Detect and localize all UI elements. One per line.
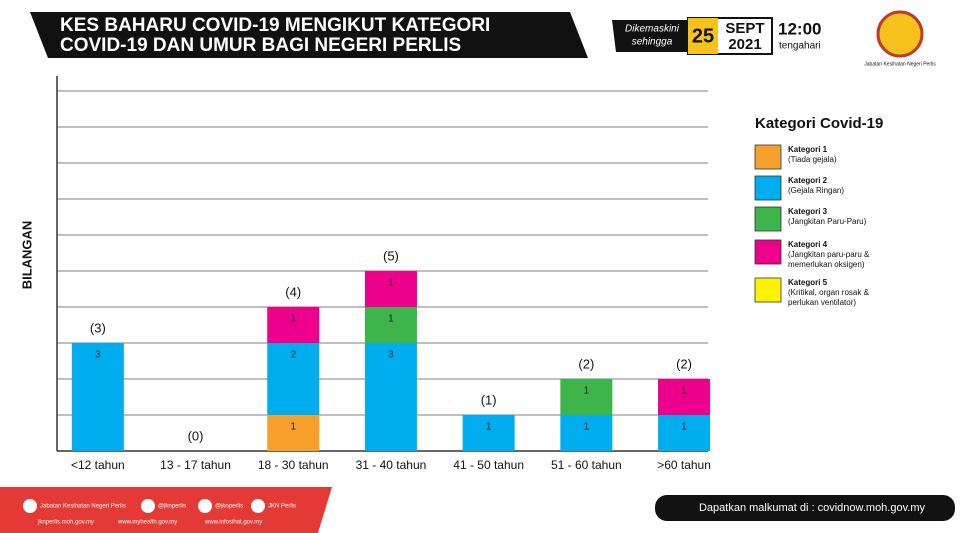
title: KES BAHARU COVID-19 MENGIKUT KATEGORI — [60, 15, 490, 36]
legend-name: Kategori 4 — [788, 240, 828, 249]
segment-label: 3 — [388, 350, 394, 361]
site: jknperlis.moh.gov.my — [37, 520, 94, 526]
legend-description: (Tiada gejala) — [788, 155, 837, 164]
social: JKN Perlis — [268, 504, 296, 510]
legend-swatch — [754, 239, 782, 265]
segment-label: 1 — [681, 422, 687, 433]
icon-instagram — [198, 499, 212, 513]
legend-name: Kategori 5 — [788, 278, 828, 287]
total-label: (2) — [676, 356, 692, 371]
segment-label: 2 — [290, 350, 296, 361]
legend-title: Kategori Covid-19 — [755, 115, 883, 132]
x-tick-label: 31 - 40 tahun — [356, 458, 427, 472]
logo — [876, 10, 924, 58]
segment-label: 1 — [486, 422, 492, 433]
x-tick-label: 13 - 17 tahun — [160, 458, 231, 472]
bar-segment — [364, 307, 417, 343]
source: Dapatkan malkumat di : covidnow.moh.gov.… — [699, 502, 926, 514]
plot: 3 (3) <12 tahun (0) 13 - 17 tahun 1 2 1 (4) 18 - … — [57, 90, 870, 472]
updated: Dikemaskini — [625, 24, 680, 35]
logo-text: Jabatan Kesihatan Negeri Perlis — [864, 61, 936, 67]
legend-description: (Jangkitan Paru-Paru) — [788, 217, 867, 226]
segment-label: 1 — [584, 422, 590, 433]
total-label: (3) — [90, 320, 106, 335]
legend-swatch — [754, 206, 782, 232]
bar-segment — [267, 307, 320, 343]
social: @jknperlis — [158, 504, 186, 510]
icon-twitter — [141, 499, 155, 513]
segment-label: 1 — [388, 278, 394, 289]
x-tick-label: 41 - 50 tahun — [453, 458, 524, 472]
calendar-day-bg — [688, 18, 718, 54]
legend-swatch — [754, 175, 782, 201]
time: 12:00 — [778, 19, 821, 38]
segment-label: 1 — [584, 386, 590, 397]
segment-label: 1 — [681, 386, 687, 397]
bar-segment — [71, 343, 124, 451]
bar-segment — [364, 271, 417, 307]
social: @jknperlis — [215, 504, 243, 510]
total-label: (5) — [383, 248, 399, 263]
bar-segment — [462, 415, 515, 451]
title: COVID-19 DAN UMUR BAGI NEGERI PERLIS — [60, 35, 461, 56]
time-note: tengahari — [779, 41, 821, 52]
legend-description-line: (Kritikal, organ rosak & — [788, 288, 870, 297]
bar-segment — [267, 343, 320, 415]
date-box — [612, 20, 690, 52]
total-label: (0) — [188, 428, 204, 443]
total-label: (1) — [481, 392, 497, 407]
legend-description: (Gejala Ringan) — [788, 186, 844, 195]
legend-description: (Jangkitan paru-paru & memerlukan oksigen… — [788, 250, 870, 269]
bar-segment — [364, 343, 417, 451]
title-box — [30, 12, 588, 58]
segment-label: 1 — [388, 314, 394, 325]
footer-bar — [0, 487, 332, 533]
bar-segment — [560, 379, 613, 415]
legend-description: (Kritikal, organ rosak & perlukan ventila… — [788, 288, 870, 307]
source-box — [655, 495, 955, 521]
month: SEPT — [725, 20, 764, 37]
segment-label: 3 — [95, 350, 101, 361]
legend-description-line: perlukan ventilator) — [788, 298, 856, 307]
year: 2021 — [728, 36, 761, 53]
bar-segment — [267, 415, 320, 451]
x-tick-label: <12 tahun — [71, 458, 125, 472]
legend-swatch — [754, 144, 782, 170]
legend-name: Kategori 3 — [788, 207, 828, 216]
bar-segment — [658, 379, 711, 415]
bar-segment — [560, 415, 613, 451]
total-label: (4) — [285, 284, 301, 299]
day: 25 — [692, 25, 714, 47]
icon-facebook — [23, 499, 37, 513]
legend-name: Kategori 1 — [788, 145, 828, 154]
x-tick-label: 51 - 60 tahun — [551, 458, 622, 472]
site: www.infosihat.gov.my — [204, 520, 262, 526]
segment-label: 1 — [290, 422, 296, 433]
bar-segment — [658, 415, 711, 451]
site: www.myhealth.gov.my — [117, 520, 177, 526]
legend-description-line: (Jangkitan paru-paru & — [788, 250, 870, 259]
total-label: (2) — [578, 356, 594, 371]
social: Jabatan Kesihatan Negeri Perlis — [40, 504, 126, 510]
legend-swatch — [754, 277, 782, 303]
y-axis-label: BILANGAN — [19, 221, 34, 290]
legend-description-line: memerlukan oksigen) — [788, 260, 865, 269]
x-tick-label: >60 tahun — [657, 458, 711, 472]
updated: sehingga — [632, 37, 673, 48]
segment-label: 1 — [290, 314, 296, 325]
icon-web — [251, 499, 265, 513]
legend-name: Kategori 2 — [788, 176, 828, 185]
x-tick-label: 18 - 30 tahun — [258, 458, 329, 472]
